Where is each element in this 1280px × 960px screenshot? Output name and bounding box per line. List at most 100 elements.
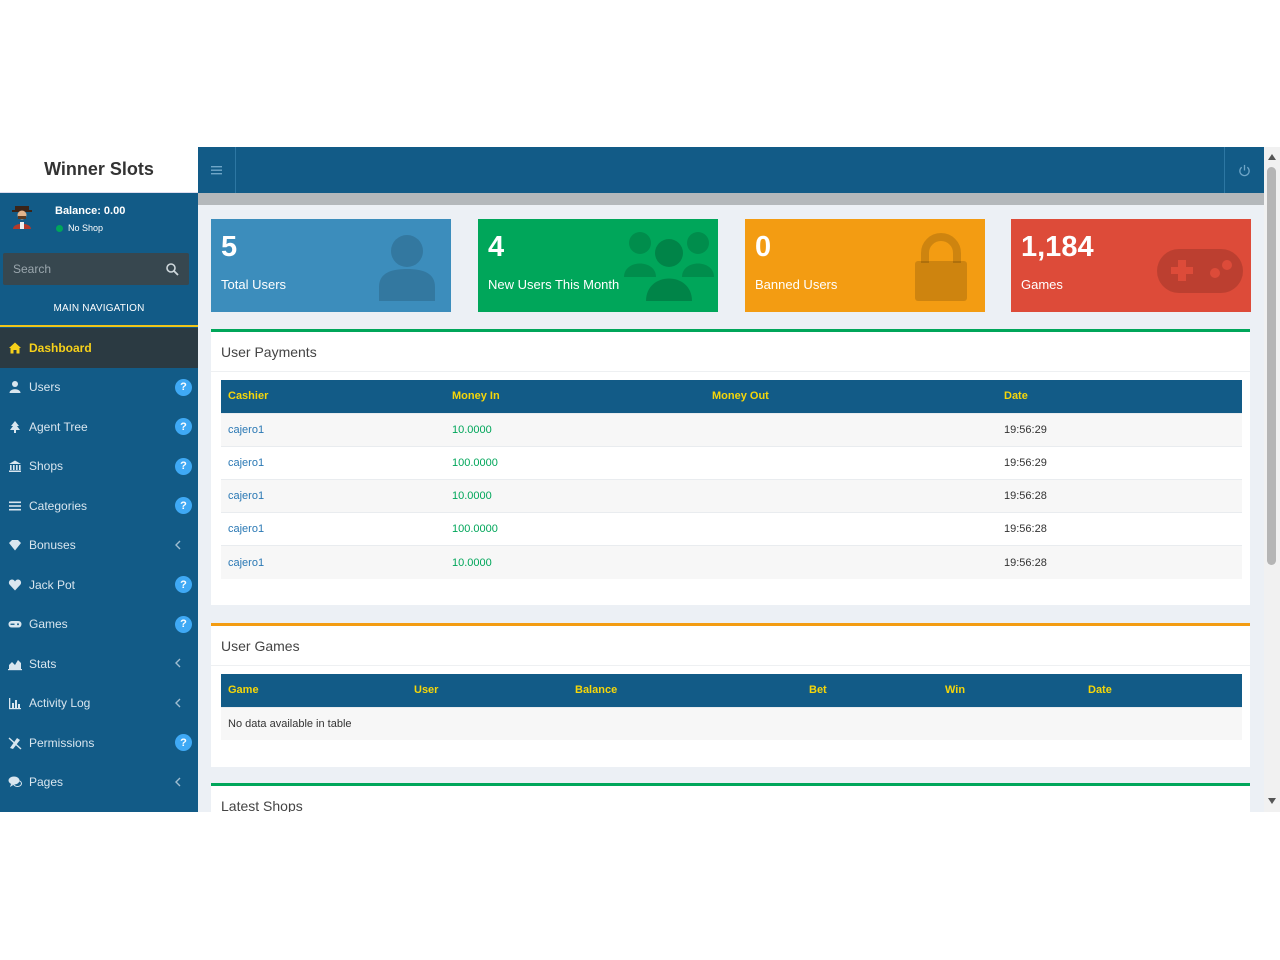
money-in-cell: 10.0000 xyxy=(445,478,705,513)
sidebar-item-bonuses[interactable]: Bonuses xyxy=(0,526,198,566)
help-badge-icon[interactable]: ? xyxy=(175,615,192,633)
column-header-cashier[interactable]: Cashier xyxy=(221,380,445,413)
logout-button[interactable] xyxy=(1224,147,1264,193)
sidebar-item-label: Jack Pot xyxy=(29,577,76,592)
cashier-link[interactable]: cajero1 xyxy=(221,545,445,579)
help-badge-icon[interactable]: ? xyxy=(175,378,192,396)
table-row: No data available in table xyxy=(221,706,1242,741)
user-panel: Balance: 0.00 No Shop xyxy=(0,193,198,247)
stat-box-games[interactable]: 1,184 Games xyxy=(1011,219,1251,312)
table-row: cajero1 10.0000 19:56:28 xyxy=(221,478,1242,513)
help-badge-icon[interactable]: ? xyxy=(175,457,192,475)
stat-box-total-users[interactable]: 5 Total Users xyxy=(211,219,451,312)
money-out-cell xyxy=(705,545,997,579)
sidebar: Winner Slots Balance: 0.00 No Shop xyxy=(0,147,198,812)
cashier-link[interactable]: cajero1 xyxy=(221,478,445,513)
search-icon[interactable] xyxy=(165,262,179,276)
help-badge-icon[interactable]: ? xyxy=(175,576,192,593)
date-cell: 19:56:28 xyxy=(997,545,1242,579)
stat-box-banned-users[interactable]: 0 Banned Users xyxy=(745,219,985,312)
divider xyxy=(211,665,1250,666)
stat-value: 1,184 xyxy=(1021,231,1094,263)
column-header-user[interactable]: User xyxy=(407,674,568,707)
sidebar-item-activity-log[interactable]: Activity Log xyxy=(0,684,198,724)
sidebar-item-stats[interactable]: Stats xyxy=(0,644,198,684)
money-out-cell xyxy=(705,412,997,447)
cashier-link[interactable]: cajero1 xyxy=(221,512,445,546)
user-payments-rows: cajero1 10.0000 19:56:29 cajero1 100.0000 19:… xyxy=(221,412,1242,579)
list-icon xyxy=(9,501,21,511)
column-header-win[interactable]: Win xyxy=(938,674,1081,707)
header-divider xyxy=(198,193,1264,205)
help-badge-icon[interactable]: ? xyxy=(175,734,192,751)
panel-title: Latest Shops xyxy=(221,798,303,812)
nav-header: MAIN NAVIGATION xyxy=(0,292,198,327)
scroll-up-icon[interactable] xyxy=(1267,153,1277,161)
divider xyxy=(211,371,1250,372)
stat-box-new-users[interactable]: 4 New Users This Month xyxy=(478,219,718,312)
column-header-date[interactable]: Date xyxy=(1081,674,1242,707)
gamepad-icon xyxy=(1157,249,1243,293)
sidebar-item-categories[interactable]: Categories? xyxy=(0,486,198,526)
sidebar-item-games[interactable]: Games? xyxy=(0,605,198,645)
chevron-left-icon xyxy=(175,540,181,549)
table-row: cajero1 10.0000 19:56:29 xyxy=(221,412,1242,447)
date-cell: 19:56:29 xyxy=(997,445,1242,480)
sidebar-item-label: Categories xyxy=(29,498,88,513)
user-payments-panel: User Payments Cashier Money In Money Out… xyxy=(211,329,1250,605)
column-header-balance[interactable]: Balance xyxy=(568,674,802,707)
sidebar-item-label: Games xyxy=(29,617,68,632)
app-logo[interactable]: Winner Slots xyxy=(0,147,198,193)
users-icon xyxy=(624,232,714,301)
heart-diamond-icon xyxy=(8,579,22,591)
shop-status: No Shop xyxy=(56,223,103,233)
column-header-date[interactable]: Date xyxy=(997,380,1242,413)
sidebar-item-pages[interactable]: Pages xyxy=(0,763,198,803)
sidebar-item-label: Stats xyxy=(29,656,57,671)
user-icon xyxy=(379,235,435,301)
sidebar-item-permissions[interactable]: Permissions? xyxy=(0,723,198,763)
cashier-link[interactable]: cajero1 xyxy=(221,445,445,480)
sidebar-item-dashboard[interactable]: Dashboard xyxy=(0,328,198,368)
sidebar-item-label: Dashboard xyxy=(29,340,92,355)
user-payments-table: Cashier Money In Money Out Date cajero1 1… xyxy=(221,380,1242,579)
sidebar-item-jack-pot[interactable]: Jack Pot? xyxy=(0,565,198,605)
user-games-table: Game User Balance Bet Win Date No data a… xyxy=(221,674,1242,741)
comments-icon xyxy=(8,776,22,788)
search-box xyxy=(3,253,189,285)
sidebar-item-shops[interactable]: Shops? xyxy=(0,447,198,487)
sidebar-item-agent-tree[interactable]: Agent Tree? xyxy=(0,407,198,447)
user-games-panel: User Games Game User Balance Bet Win Dat… xyxy=(211,623,1250,767)
sidebar-item-label: Shops xyxy=(29,459,64,474)
sidebar-item-label: Agent Tree xyxy=(29,419,88,434)
table-row: cajero1 100.0000 19:56:28 xyxy=(221,512,1242,546)
stat-label: Games xyxy=(1021,277,1063,292)
search-input[interactable] xyxy=(3,253,153,285)
help-badge-icon[interactable]: ? xyxy=(175,418,192,435)
scroll-down-icon[interactable] xyxy=(1267,797,1277,805)
column-header-game[interactable]: Game xyxy=(221,674,407,707)
top-bar xyxy=(198,147,1264,193)
permissions-icon xyxy=(8,737,22,750)
money-out-cell xyxy=(705,445,997,480)
bank-icon xyxy=(9,460,21,473)
column-header-money-in[interactable]: Money In xyxy=(445,380,705,413)
cashier-link[interactable]: cajero1 xyxy=(221,412,445,447)
empty-table-message: No data available in table xyxy=(221,706,1242,741)
power-icon xyxy=(1239,164,1250,176)
stat-value: 5 xyxy=(221,231,238,263)
avatar xyxy=(9,203,35,229)
stat-label: New Users This Month xyxy=(488,277,620,292)
sidebar-item-label: Activity Log xyxy=(29,696,91,711)
sidebar-item-users[interactable]: Users? xyxy=(0,368,198,408)
scrollbar-thumb[interactable] xyxy=(1267,167,1276,565)
help-badge-icon[interactable]: ? xyxy=(175,497,192,514)
money-in-cell: 100.0000 xyxy=(445,445,705,480)
sidebar-toggle-button[interactable] xyxy=(198,147,236,193)
latest-shops-panel: Latest Shops xyxy=(211,783,1250,812)
chevron-left-icon xyxy=(175,698,181,707)
scrollbar[interactable] xyxy=(1264,147,1280,812)
tree-icon xyxy=(10,420,20,433)
column-header-money-out[interactable]: Money Out xyxy=(705,380,997,413)
column-header-bet[interactable]: Bet xyxy=(802,674,938,707)
